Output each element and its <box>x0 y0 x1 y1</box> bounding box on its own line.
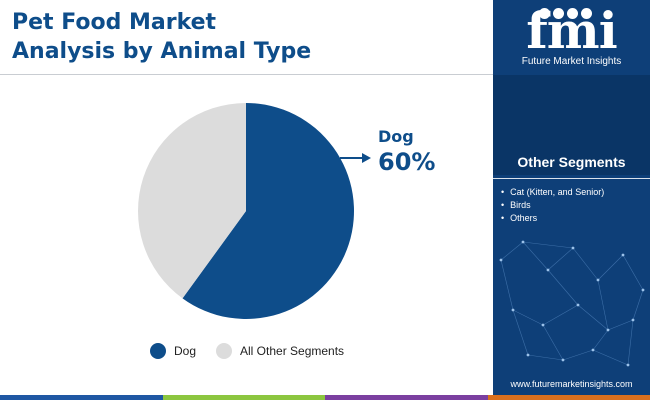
logo-pet-icons <box>539 8 592 19</box>
network-line <box>542 304 579 326</box>
network-node <box>546 268 550 272</box>
legend-item-dog: Dog <box>150 343 196 359</box>
legend-label-dog: Dog <box>174 344 197 358</box>
pie-slice-all-other-segments <box>137 103 246 299</box>
network-line <box>547 247 574 271</box>
bottom-bar-segment <box>0 395 163 400</box>
network-node <box>596 278 600 282</box>
network-line <box>592 329 609 351</box>
segment-item: Birds <box>501 199 604 212</box>
segment-item: Cat (Kitten, and Senior) <box>501 186 604 199</box>
bottom-bar-segment <box>487 395 650 400</box>
network-node <box>571 246 575 250</box>
website-link[interactable]: www.futuremarketinsights.com <box>510 379 633 389</box>
network-line <box>512 309 529 356</box>
network-node <box>626 363 630 367</box>
network-node <box>631 318 635 322</box>
network-node <box>621 253 625 257</box>
network-graphic <box>499 240 645 367</box>
title-divider <box>0 74 493 75</box>
network-line <box>622 254 644 291</box>
network-line <box>577 304 609 331</box>
network-line <box>547 269 579 306</box>
network-line <box>597 254 624 281</box>
network-line <box>527 354 564 361</box>
network-line <box>572 247 599 281</box>
logo-dot-icon <box>581 8 592 19</box>
fmi-logo: fmi Future Market Insights <box>509 4 634 68</box>
network-line <box>632 289 644 321</box>
other-segments-heading: Other Segments <box>517 154 626 170</box>
logo-dot-icon <box>567 8 578 19</box>
network-node <box>576 303 580 307</box>
network-line <box>597 279 609 331</box>
pie-slice-dog <box>182 103 354 319</box>
network-line <box>500 241 524 261</box>
logo-dot-icon <box>553 8 564 19</box>
chart-legend: Dog All Other Segments <box>150 343 364 359</box>
network-node <box>511 308 515 312</box>
network-node <box>591 348 595 352</box>
legend-swatch-other <box>216 343 233 359</box>
pie-chart <box>137 103 354 319</box>
network-node <box>606 328 610 332</box>
network-line <box>607 319 634 331</box>
bottom-bar-segment <box>162 395 325 400</box>
callout-label: Dog <box>378 127 414 146</box>
network-line <box>562 349 594 361</box>
network-node <box>561 358 565 362</box>
network-line <box>522 241 574 249</box>
bottom-color-bar <box>0 395 650 400</box>
network-node <box>521 240 525 244</box>
callout-value: 60% <box>378 148 436 176</box>
network-line <box>592 349 629 366</box>
network-line <box>500 259 514 311</box>
segments-divider <box>493 178 650 179</box>
network-node <box>499 258 503 262</box>
chart-title: Pet Food Market Analysis by Animal Type <box>12 8 482 66</box>
title-line-2: Analysis by Animal Type <box>12 39 312 64</box>
legend-label-other: All Other Segments <box>240 344 345 358</box>
segments-list: Cat (Kitten, and Senior) Birds Others <box>501 186 604 225</box>
network-node <box>526 353 530 357</box>
network-node <box>641 288 645 292</box>
network-line <box>522 241 549 271</box>
logo-tagline: Future Market Insights <box>521 56 622 67</box>
bottom-bar-segment <box>325 395 488 400</box>
side-panel: fmi Future Market Insights Other Segment… <box>493 0 650 395</box>
panel-band <box>493 75 650 175</box>
network-node <box>541 323 545 327</box>
network-line <box>512 309 544 326</box>
legend-item-other: All Other Segments <box>216 343 344 359</box>
title-line-1: Pet Food Market <box>12 10 217 35</box>
segment-item: Others <box>501 212 604 225</box>
arrow-icon <box>340 153 371 163</box>
legend-swatch-dog <box>150 343 166 359</box>
network-line <box>542 324 564 361</box>
logo-dot-icon <box>539 8 550 19</box>
network-line <box>627 319 634 366</box>
